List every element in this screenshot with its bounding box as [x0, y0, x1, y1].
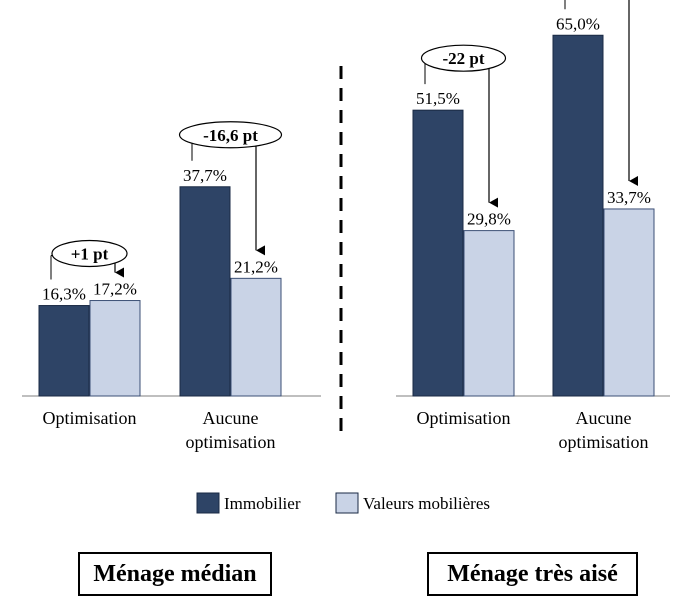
bar-valeurs-mobilieres [463, 230, 515, 397]
data-label: 51,5% [416, 89, 460, 108]
bar-immobilier [412, 109, 464, 397]
category-tick-label: Optimisation [43, 408, 137, 428]
category-tick-label: optimisation [186, 432, 276, 452]
category-tick-label: Aucune [576, 408, 632, 428]
legend-label: Immobilier [224, 494, 301, 513]
data-label: 17,2% [93, 280, 137, 299]
panel-label-right: Ménage très aisé [427, 552, 638, 596]
legend-swatch-valeurs-mobilieres [335, 492, 359, 514]
bar-immobilier [38, 305, 90, 397]
data-label: 65,0% [556, 14, 600, 33]
annotation-bubble [178, 121, 283, 149]
category-tick-label: optimisation [559, 432, 649, 452]
data-label: 29,8% [467, 210, 511, 229]
panel-label-left: Ménage médian [78, 552, 272, 596]
annotation-label: -22 pt [442, 49, 484, 68]
bar-immobilier [179, 186, 231, 397]
annotation-bubble [51, 239, 128, 268]
annotation-bubble [420, 44, 507, 72]
category-tick-label: Optimisation [417, 408, 511, 428]
data-label: 33,7% [607, 188, 651, 207]
bar-valeurs-mobilieres [230, 277, 282, 397]
legend-label: Valeurs mobilières [363, 494, 490, 513]
bar-valeurs-mobilieres [89, 300, 141, 397]
bar-immobilier [552, 34, 604, 397]
data-label: 21,2% [234, 257, 278, 276]
bar-valeurs-mobilieres [603, 208, 655, 397]
data-label: 16,3% [42, 285, 86, 304]
annotation-label: +1 pt [71, 245, 109, 264]
legend-swatch-immobilier [196, 492, 220, 514]
category-tick-label: Aucune [203, 408, 259, 428]
annotation-label: -16,6 pt [203, 126, 258, 145]
data-label: 37,7% [183, 166, 227, 185]
